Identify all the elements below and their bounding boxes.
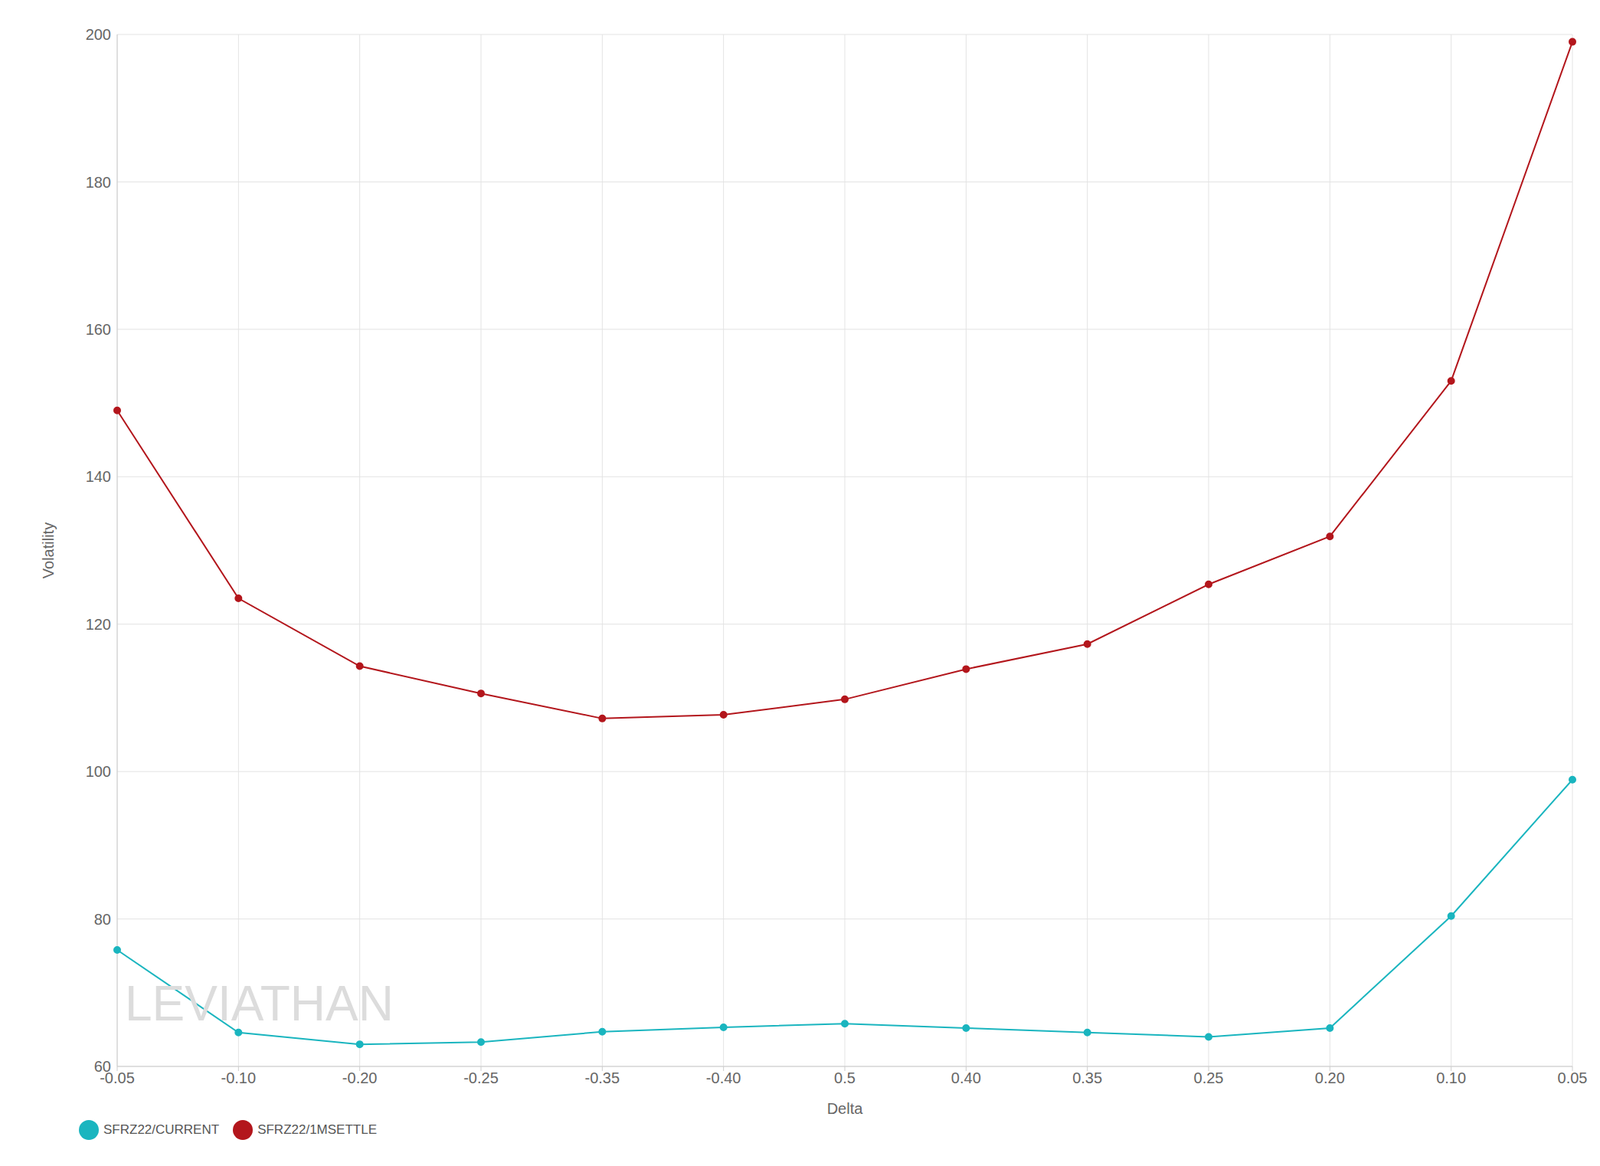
svg-text:Delta: Delta [827, 1099, 864, 1117]
svg-text:0.5: 0.5 [834, 1069, 856, 1087]
svg-text:0.25: 0.25 [1194, 1069, 1224, 1087]
svg-text:-0.20: -0.20 [342, 1069, 378, 1087]
svg-text:0.05: 0.05 [1557, 1069, 1588, 1087]
svg-text:200: 200 [85, 26, 112, 43]
svg-text:Volatility: Volatility [39, 522, 57, 579]
svg-text:120: 120 [85, 615, 112, 633]
svg-text:-0.40: -0.40 [706, 1069, 742, 1087]
svg-text:-0.35: -0.35 [585, 1069, 621, 1087]
svg-text:0.40: 0.40 [951, 1069, 982, 1087]
svg-text:160: 160 [85, 320, 112, 338]
svg-text:-0.05: -0.05 [99, 1069, 135, 1087]
html-text:SFRZ22/1MSETTLE: SFRZ22/1MSETTLE [257, 1122, 377, 1137]
html-text:LEVIATHAN: LEVIATHAN [124, 975, 394, 1031]
svg-text:-0.25: -0.25 [463, 1069, 499, 1087]
html-text:SFRZ22/CURRENT: SFRZ22/CURRENT [103, 1122, 220, 1137]
svg-text:0.20: 0.20 [1315, 1069, 1345, 1087]
svg-text:180: 180 [85, 173, 112, 191]
svg-text:100: 100 [85, 762, 112, 780]
svg-text:0.35: 0.35 [1072, 1069, 1103, 1087]
svg-text:60: 60 [94, 1057, 112, 1075]
svg-text:140: 140 [85, 467, 112, 485]
svg-text:0.10: 0.10 [1436, 1069, 1466, 1087]
svg-text:-0.10: -0.10 [221, 1069, 257, 1087]
svg-text:80: 80 [94, 910, 112, 928]
